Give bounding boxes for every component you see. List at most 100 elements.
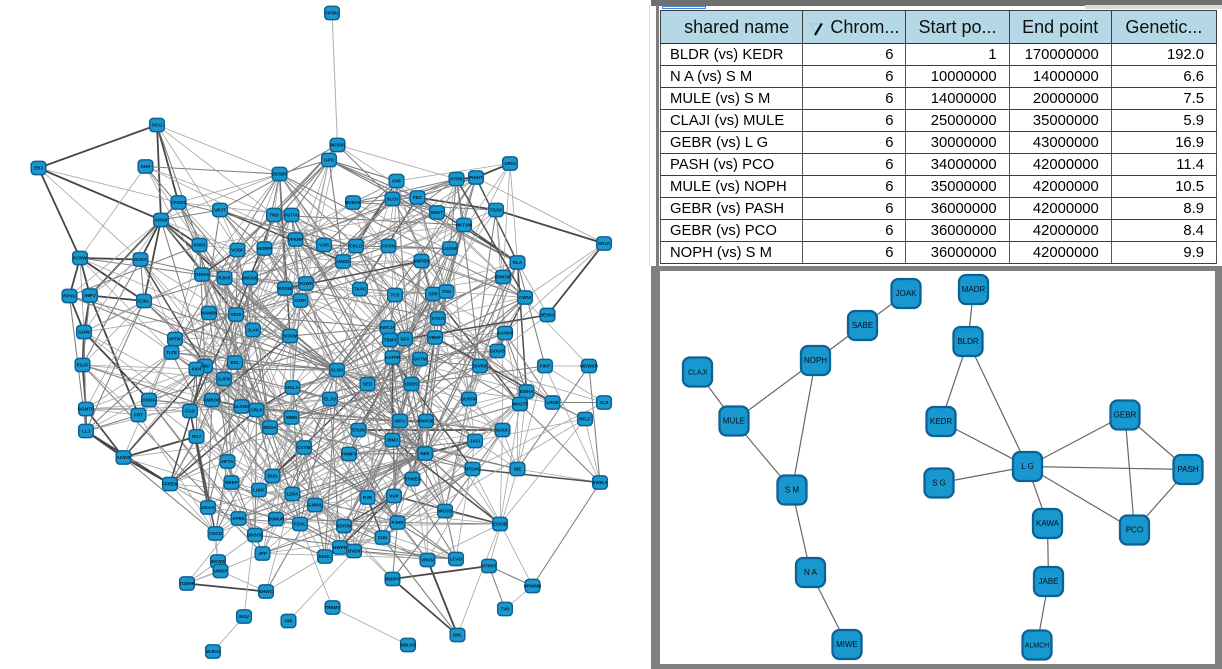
svg-text:FKOH: FKOH xyxy=(382,244,395,249)
svg-text:OFBU: OFBU xyxy=(326,11,339,16)
svg-text:TRBMV: TRBMV xyxy=(325,605,341,610)
svg-text:IHIPJ: IHIPJ xyxy=(84,293,96,298)
svg-text:HIE: HIE xyxy=(514,467,522,472)
svg-text:OJNT: OJNT xyxy=(294,298,306,303)
svg-text:CUU: CUU xyxy=(378,535,388,540)
svg-text:HGLA: HGLA xyxy=(286,385,299,390)
svg-text:LDFA: LDFA xyxy=(287,492,299,497)
svg-text:VUP: VUP xyxy=(389,494,398,499)
svg-text:WFV: WFV xyxy=(395,419,405,424)
svg-text:PJHR: PJHR xyxy=(391,520,404,525)
svg-text:PASH: PASH xyxy=(1177,465,1198,474)
svg-text:KKH: KKH xyxy=(192,367,202,372)
svg-text:EHWC: EHWC xyxy=(259,589,273,594)
svg-text:ASU: ASU xyxy=(200,364,210,369)
svg-text:UWDP: UWDP xyxy=(214,569,228,574)
svg-text:RLA: RLA xyxy=(513,260,523,265)
svg-text:HFTA: HFTA xyxy=(222,459,234,464)
svg-text:FUWF: FUWF xyxy=(300,281,313,286)
svg-text:MJU: MJU xyxy=(239,614,249,619)
svg-text:IDVON: IDVON xyxy=(337,524,351,529)
svg-text:AMTJA: AMTJA xyxy=(380,325,396,330)
svg-text:N A: N A xyxy=(804,568,818,577)
svg-text:EGJF: EGJF xyxy=(77,363,89,368)
svg-text:AKRPP: AKRPP xyxy=(257,246,273,251)
svg-text:ODMA: ODMA xyxy=(142,398,156,403)
svg-text:GFA: GFA xyxy=(400,337,410,342)
svg-text:OEVKC: OEVKC xyxy=(539,313,556,318)
svg-text:DHL: DHL xyxy=(453,633,462,638)
svg-text:ULKNG: ULKNG xyxy=(234,404,250,409)
svg-text:VRKN: VRKN xyxy=(421,558,434,563)
svg-text:RDOA: RDOA xyxy=(263,425,277,430)
svg-text:SOVW: SOVW xyxy=(283,334,298,339)
svg-text:SCRFM: SCRFM xyxy=(461,397,477,402)
svg-text:HKTSW: HKTSW xyxy=(456,223,473,228)
svg-text:TLTE: TLTE xyxy=(166,350,177,355)
svg-text:DOKV: DOKV xyxy=(134,257,147,262)
svg-text:URWMB: URWMB xyxy=(524,584,542,589)
svg-text:KATPP: KATPP xyxy=(385,355,400,360)
svg-text:CHF: CHF xyxy=(392,179,401,184)
svg-text:KFGM: KFGM xyxy=(278,286,291,291)
svg-text:APBE: APBE xyxy=(232,516,245,521)
svg-text:ERJ: ERJ xyxy=(34,166,43,171)
svg-text:VBHF: VBHF xyxy=(429,335,442,340)
svg-text:MBLVO: MBLVO xyxy=(400,643,416,648)
svg-text:AAHKN: AAHKN xyxy=(497,331,513,336)
svg-text:CWNI: CWNI xyxy=(519,295,531,300)
svg-text:WDWKR: WDWKR xyxy=(580,364,599,369)
svg-text:VGTVU: VGTVU xyxy=(284,213,300,218)
svg-text:NMPBR: NMPBR xyxy=(413,259,430,264)
svg-text:PCO: PCO xyxy=(1126,526,1143,535)
svg-text:MULE: MULE xyxy=(723,417,745,426)
svg-text:CRLP: CRLP xyxy=(250,408,262,413)
svg-text:GGW: GGW xyxy=(78,330,90,335)
svg-text:MNM: MNM xyxy=(286,415,297,420)
svg-text:TOU: TOU xyxy=(442,289,451,294)
svg-text:SLOJ: SLOJ xyxy=(387,197,399,202)
svg-text:L G: L G xyxy=(1021,462,1034,471)
svg-text:UPJT: UPJT xyxy=(214,208,226,213)
svg-text:RNPOK: RNPOK xyxy=(418,419,435,424)
svg-text:S G: S G xyxy=(932,479,946,488)
svg-text:VTKO: VTKO xyxy=(432,316,445,321)
svg-text:SLS: SLS xyxy=(600,400,609,405)
svg-text:IBMJ: IBMJ xyxy=(387,438,398,443)
svg-text:DTWEG: DTWEG xyxy=(404,477,421,482)
svg-text:TBMV: TBMV xyxy=(384,338,397,343)
svg-text:RJKR: RJKR xyxy=(218,276,231,281)
svg-text:JOAK: JOAK xyxy=(896,289,918,298)
svg-text:JABE: JABE xyxy=(1038,577,1058,586)
svg-text:MKSSG: MKSSG xyxy=(329,143,346,148)
svg-text:FRT: FRT xyxy=(134,413,143,418)
svg-text:LRUE: LRUE xyxy=(546,400,558,405)
svg-text:PEC: PEC xyxy=(413,195,423,200)
svg-text:KAWA: KAWA xyxy=(1036,519,1060,528)
svg-text:MIWE: MIWE xyxy=(836,640,858,649)
svg-text:ODDS: ODDS xyxy=(405,382,418,387)
svg-text:BVDII: BVDII xyxy=(348,549,360,554)
svg-text:EJKL: EJKL xyxy=(138,299,150,304)
svg-text:DWJUG: DWJUG xyxy=(242,276,259,281)
svg-text:S M: S M xyxy=(785,486,800,495)
svg-text:FFREW: FFREW xyxy=(162,482,179,487)
svg-text:EKNL: EKNL xyxy=(319,554,332,559)
svg-text:BDBVK: BDBVK xyxy=(345,200,362,205)
svg-text:WOJD: WOJD xyxy=(438,509,452,514)
svg-text:KEDR: KEDR xyxy=(930,417,952,426)
svg-text:CPGDS: CPGDS xyxy=(170,200,186,205)
svg-text:VEOI: VEOI xyxy=(231,312,242,317)
svg-text:TND: TND xyxy=(269,213,279,218)
svg-text:TVD: TVD xyxy=(501,607,511,612)
svg-text:ONSOE: ONSOE xyxy=(247,533,263,538)
svg-text:GOUIS: GOUIS xyxy=(490,349,505,354)
svg-text:KIWS: KIWS xyxy=(194,243,206,248)
svg-text:RFLF: RFLF xyxy=(579,417,591,422)
svg-text:DIVRK: DIVRK xyxy=(473,364,488,369)
svg-text:LLJ: LLJ xyxy=(82,429,90,434)
svg-text:LUNF: LUNF xyxy=(253,488,265,493)
svg-text:FIKP: FIKP xyxy=(540,364,550,369)
svg-text:GUUC: GUUC xyxy=(496,428,510,433)
svg-text:NVJ: NVJ xyxy=(192,434,201,439)
